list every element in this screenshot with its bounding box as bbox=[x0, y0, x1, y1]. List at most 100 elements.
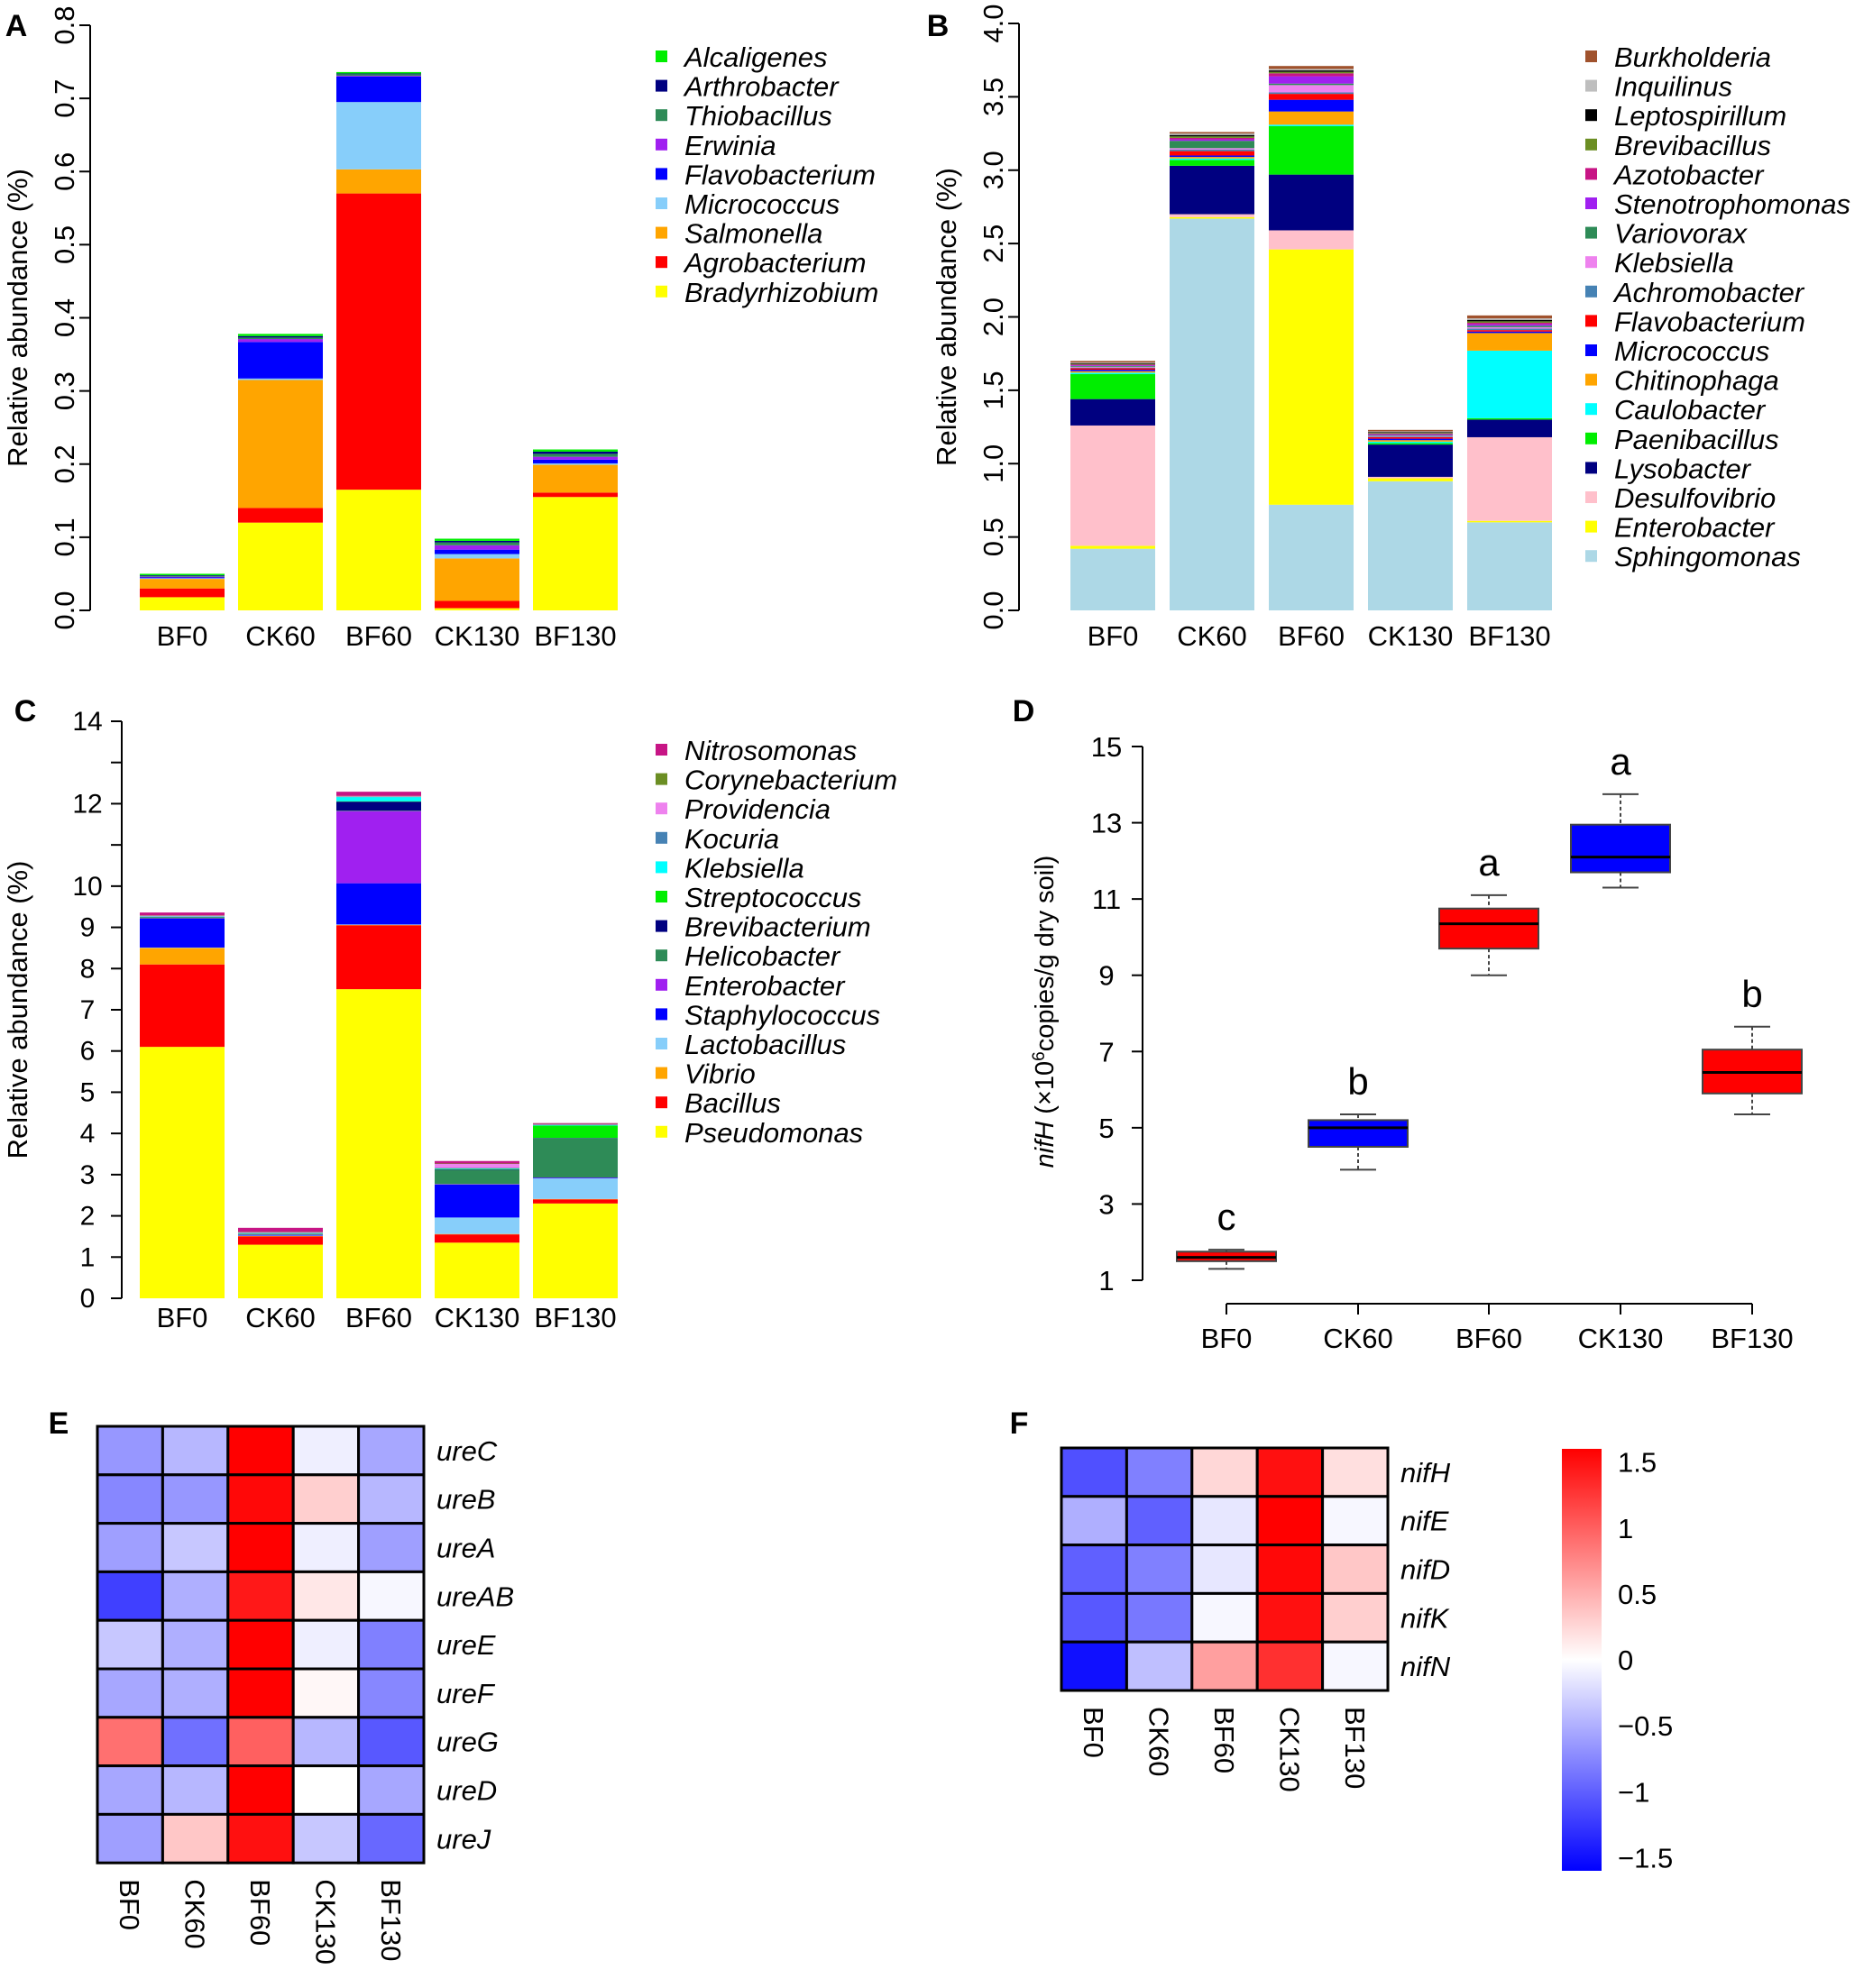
bar-segment-leptospirillum-bf60 bbox=[1269, 70, 1354, 72]
y-tick-label: 5 bbox=[1098, 1113, 1114, 1144]
panel-label-d: D bbox=[1013, 694, 1035, 728]
bar-segment-bradyrhizobium-ck130 bbox=[435, 608, 519, 610]
bar-segment-brevibacillus-bf60 bbox=[1269, 71, 1354, 74]
y-tick-label: 6 bbox=[80, 1037, 96, 1067]
heatmap-row-label-uref: ureF bbox=[436, 1678, 496, 1709]
legend-swatch-flavobacterium bbox=[1585, 315, 1597, 327]
color-key-tick-label: −1 bbox=[1618, 1776, 1649, 1808]
bar-segment-caulobacter-bf60 bbox=[1269, 124, 1354, 126]
legend-swatch-klebsiella bbox=[656, 861, 667, 874]
y-tick-label: 0.0 bbox=[978, 591, 1009, 629]
legend-label-chitinophaga: Chitinophaga bbox=[1614, 365, 1779, 397]
legend-label-leptospirillum: Leptospirillum bbox=[1614, 100, 1786, 132]
heatmap-cell-ured-ck130 bbox=[291, 1764, 361, 1816]
box-bf60 bbox=[1438, 907, 1539, 950]
bar-segment-salmonella-ck60 bbox=[238, 380, 323, 508]
legend-label-nitrosomonas: Nitrosomonas bbox=[684, 735, 857, 766]
color-key-tick-label: −0.5 bbox=[1618, 1710, 1673, 1742]
heatmap-cell-nifk-bf0 bbox=[1060, 1591, 1128, 1644]
heatmap-row-label-ured: ureD bbox=[436, 1775, 497, 1807]
legend-label-bacillus: Bacillus bbox=[684, 1087, 781, 1119]
heatmap-col-label-ck130: CK130 bbox=[309, 1879, 341, 1965]
bar-segment-salmonella-ck130 bbox=[435, 558, 519, 601]
bar-segment-micrococcus-bf0 bbox=[140, 578, 225, 580]
heatmap-row-label-ureab: ureAB bbox=[436, 1580, 514, 1612]
y-tick-label: 12 bbox=[72, 789, 102, 819]
heatmap-cell-uref-ck60 bbox=[161, 1667, 230, 1719]
bar-segment-flavobacterium-bf0 bbox=[140, 577, 225, 579]
color-key-bar bbox=[1562, 1449, 1602, 1871]
legend-label-bradyrhizobium: Bradyrhizobium bbox=[684, 277, 878, 308]
bar-segment-staphylococcus-ck130 bbox=[435, 1184, 519, 1218]
heatmap-row-label-nifd: nifD bbox=[1400, 1554, 1450, 1586]
bar-segment-providencia-ck130 bbox=[435, 1163, 519, 1168]
y-axis-title-gene: nifH bbox=[1031, 1122, 1060, 1168]
y-tick-label: 0.7 bbox=[49, 79, 80, 118]
bar-segment-nitrosomonas-ck130 bbox=[435, 1160, 519, 1164]
legend-label-lactobacillus: Lactobacillus bbox=[684, 1029, 846, 1060]
panel-e: ureC ureB ureA ureAB ureE ureF ureG ureD ureJ BF0… bbox=[49, 1406, 515, 1965]
bar-segment-pseudomonas-bf0 bbox=[140, 1047, 225, 1298]
panel-label-a: A bbox=[5, 9, 28, 43]
legend-label-sphingomonas: Sphingomonas bbox=[1614, 541, 1801, 573]
bar-segment-brevibacillus-ck130 bbox=[1368, 433, 1453, 434]
bar-segment-klebsiella-bf130 bbox=[1467, 326, 1552, 329]
heatmap-cell-ureab-ck60 bbox=[161, 1570, 230, 1622]
bar-segment-flavobacterium-ck130 bbox=[435, 549, 519, 554]
bar-segment-desulfovibrio-ck130 bbox=[1368, 476, 1453, 479]
significance-letter-bf0: c bbox=[1217, 1196, 1236, 1238]
legend-label-erwinia: Erwinia bbox=[684, 130, 776, 161]
legend-swatch-chitinophaga bbox=[1585, 373, 1597, 386]
bar-segment-sphingomonas-bf130 bbox=[1467, 522, 1552, 610]
y-tick-label: 7 bbox=[80, 995, 96, 1025]
legend-swatch-pseudomonas bbox=[656, 1125, 667, 1138]
y-tick-label: 3 bbox=[1098, 1188, 1114, 1220]
bar-segment-flavobacterium-bf0 bbox=[1070, 368, 1155, 371]
legend-swatch-burkholderia bbox=[1585, 50, 1597, 62]
x-tick-label-bf130: BF130 bbox=[534, 620, 616, 652]
heatmap-cell-ureab-bf130 bbox=[357, 1570, 426, 1622]
bar-segment-achromobacter-bf130 bbox=[1467, 328, 1552, 331]
heatmap-cell-ureb-bf60 bbox=[226, 1473, 295, 1525]
heatmap-cell-nifn-bf0 bbox=[1060, 1640, 1128, 1692]
legend-label-flavobacterium: Flavobacterium bbox=[1614, 306, 1805, 337]
bar-segment-inquilinus-bf0 bbox=[1070, 362, 1155, 363]
bar-segment-stenotrophomonas-bf0 bbox=[1070, 365, 1155, 367]
heatmap-row-label-nifh: nifH bbox=[1400, 1457, 1451, 1489]
legend-label-inquilinus: Inquilinus bbox=[1614, 71, 1732, 103]
bar-segment-salmonella-bf130 bbox=[533, 464, 618, 493]
bar-segment-flavobacterium-bf130 bbox=[1467, 330, 1552, 332]
legend-label-helicobacter: Helicobacter bbox=[684, 940, 841, 972]
y-tick-label: 10 bbox=[72, 872, 102, 902]
legend-label-brevibacterium: Brevibacterium bbox=[684, 912, 871, 943]
bar-segment-salmonella-bf60 bbox=[336, 169, 421, 194]
bar-segment-caulobacter-ck130 bbox=[1368, 441, 1453, 444]
bar-segment-bacillus-bf130 bbox=[533, 1199, 618, 1204]
y-tick-label: 1.5 bbox=[978, 371, 1009, 409]
bar-segment-micrococcus-ck130 bbox=[1368, 438, 1453, 441]
bar-segment-thiobacillus-bf0 bbox=[140, 575, 225, 577]
legend-label-klebsiella: Klebsiella bbox=[684, 852, 804, 884]
bar-segment-agrobacterium-ck130 bbox=[435, 600, 519, 609]
bar-segment-burkholderia-ck130 bbox=[1368, 429, 1453, 432]
x-tick-label-bf60: BF60 bbox=[345, 1302, 412, 1333]
heatmap-cell-nifn-ck60 bbox=[1125, 1640, 1194, 1692]
bar-segment-streptococcus-bf130 bbox=[533, 1125, 618, 1139]
x-tick-label-ck60: CK60 bbox=[245, 1302, 316, 1333]
bar-segment-bacillus-ck130 bbox=[435, 1234, 519, 1243]
heatmap-cell-nife-ck130 bbox=[1255, 1495, 1325, 1547]
bar-segment-brevibacillus-bf0 bbox=[1070, 363, 1155, 365]
bar-segment-inquilinus-bf130 bbox=[1467, 318, 1552, 320]
y-tick-label: 14 bbox=[72, 707, 102, 737]
bar-segment-stenotrophomonas-ck60 bbox=[1170, 139, 1254, 142]
bar-segment-chitinophaga-bf130 bbox=[1467, 333, 1552, 351]
bar-segment-leptospirillum-ck60 bbox=[1170, 134, 1254, 137]
bar-segment-stenotrophomonas-bf130 bbox=[1467, 324, 1552, 326]
bar-segment-inquilinus-ck130 bbox=[1368, 431, 1453, 433]
heatmap-row-label-urea: ureA bbox=[436, 1533, 495, 1564]
bar-segment-leptospirillum-ck130 bbox=[1368, 432, 1453, 434]
bar-segment-alcaligenes-ck130 bbox=[435, 538, 519, 541]
heatmap-col-label-ck60: CK60 bbox=[179, 1879, 211, 1949]
